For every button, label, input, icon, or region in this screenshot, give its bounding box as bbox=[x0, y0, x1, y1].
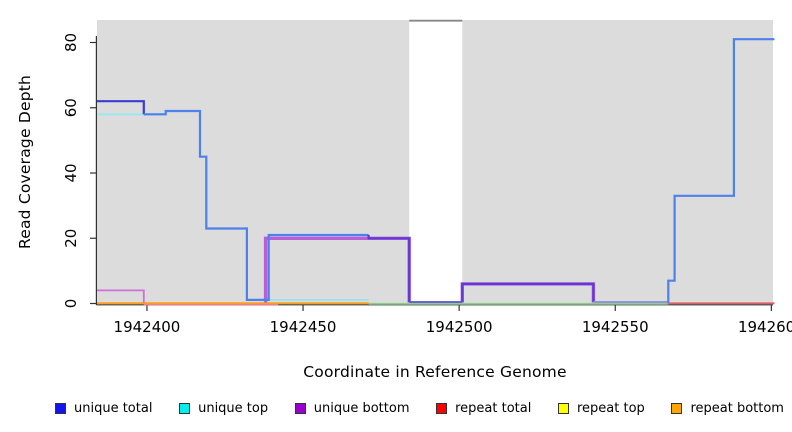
legend-item-repeat-bottom: repeat bottom bbox=[671, 401, 784, 416]
legend-swatch bbox=[558, 402, 569, 414]
legend-swatch bbox=[436, 402, 448, 414]
series-segment-indigo-20 bbox=[367, 235, 411, 302]
legend-swatch bbox=[671, 402, 683, 414]
series-segment-blue-62 bbox=[97, 100, 145, 115]
x-tick-label: 1942500 bbox=[426, 318, 493, 336]
legend-swatch bbox=[179, 402, 191, 414]
masked-region bbox=[409, 21, 463, 303]
legend-item-unique-top: unique top bbox=[179, 401, 268, 416]
legend-item-repeat-top: repeat top bbox=[558, 401, 645, 416]
legend-swatch bbox=[55, 402, 66, 414]
legend-swatch bbox=[294, 402, 306, 414]
series-segment-blue-right bbox=[667, 38, 775, 304]
legend-item-unique-total: unique total bbox=[55, 401, 152, 416]
legend-label: repeat top bbox=[577, 400, 645, 416]
legend-label: unique top bbox=[198, 400, 269, 416]
x-axis-title: Coordinate in Reference Genome bbox=[303, 363, 567, 381]
legend-label: repeat bottom bbox=[690, 400, 784, 416]
legend-item-unique-bottom: unique bottom bbox=[294, 400, 410, 416]
legend-label: unique total bbox=[74, 400, 153, 416]
legend-label: repeat total bbox=[455, 400, 532, 416]
y-tick-label: 40 bbox=[62, 163, 80, 182]
series-segment-orchid-left bbox=[97, 289, 145, 303]
y-tick-label: 0 bbox=[62, 299, 80, 309]
y-axis-title: Read Coverage Depth bbox=[16, 74, 34, 250]
y-tick-label: 60 bbox=[62, 98, 80, 117]
x-tick-label: 1942550 bbox=[582, 318, 649, 336]
x-tick-label: 1942450 bbox=[270, 318, 337, 336]
series-segment-blue-main bbox=[143, 109, 369, 301]
series-segment-indigo-6 bbox=[461, 282, 595, 302]
legend-label: unique bottom bbox=[313, 400, 410, 416]
legend-item-repeat-total: repeat total bbox=[436, 401, 531, 416]
legend: unique total unique top unique bottom repea… bbox=[55, 398, 784, 418]
y-tick-label: 80 bbox=[62, 33, 80, 52]
y-tick-label: 20 bbox=[62, 229, 80, 248]
x-tick-label: 1942400 bbox=[114, 318, 181, 336]
